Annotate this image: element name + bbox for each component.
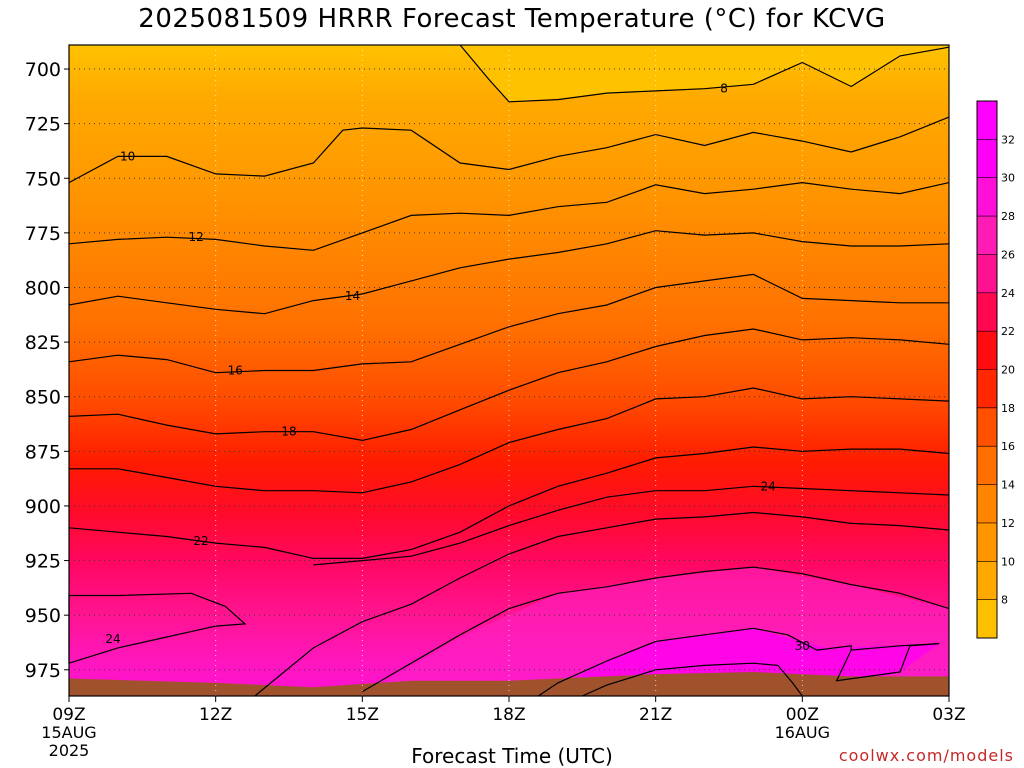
contour-label-12: 12 — [188, 230, 203, 244]
contour-line-20 — [69, 387, 950, 494]
contour-line-32 — [582, 662, 803, 697]
colorbar-label: 32 — [1001, 133, 1015, 146]
colorbar-segment — [977, 101, 997, 140]
x-tick-label: 15Z — [346, 705, 379, 725]
colorbar-label: 24 — [1001, 287, 1015, 300]
contour-line-30 — [537, 627, 940, 697]
contour-label-30: 30 — [795, 639, 810, 653]
colorbar: 8 10 12 14 16 18 20 22 24 26 28 30 32 — [976, 100, 1015, 639]
contour-line-16 — [68, 273, 949, 374]
contour-line-8 — [459, 44, 950, 103]
y-tick-label: 875 — [25, 441, 61, 463]
colorbar-segment — [977, 446, 997, 486]
x-tick-label: 21Z — [639, 705, 672, 725]
colorbar-label: 28 — [1001, 210, 1015, 223]
y-tick-label: 925 — [25, 551, 61, 573]
colorbar-label: 22 — [1001, 325, 1015, 338]
contour-label-8: 8 — [720, 82, 728, 96]
colorbar-label: 10 — [1001, 555, 1015, 568]
colorbar-label: 16 — [1001, 440, 1015, 453]
x-tick-label: 18Z — [492, 705, 525, 725]
contour-line-10 — [68, 116, 950, 184]
x-tick-label: 12Z — [199, 705, 232, 725]
contour-line-24 — [313, 485, 950, 566]
colorbar-label: 18 — [1001, 402, 1015, 415]
contour-line-24 — [68, 592, 247, 664]
x-tick-label: 03Z — [932, 705, 965, 725]
colorbar-segment — [977, 522, 997, 562]
colorbar-segment — [977, 292, 997, 332]
colorbar-segment — [977, 331, 997, 370]
colorbar-label: 30 — [1001, 172, 1015, 185]
x-tick-sublabel: 2025 — [49, 741, 90, 760]
y-tick-label: 975 — [25, 660, 61, 682]
axes: 70072575077580082585087590092595097509Z1… — [25, 44, 966, 760]
contour-line-14 — [68, 230, 950, 315]
y-tick-label: 825 — [25, 332, 61, 354]
cool-region — [460, 45, 949, 102]
colorbar-segment — [977, 484, 997, 524]
colorbar-segment — [977, 139, 997, 179]
contour-line-22 — [68, 446, 950, 559]
chart-title: 2025081509 HRRR Forecast Temperature (°C… — [138, 4, 886, 34]
contour-line-28 — [361, 566, 950, 693]
y-tick-label: 775 — [25, 223, 61, 245]
y-tick-label: 800 — [25, 277, 61, 299]
y-tick-label: 950 — [25, 605, 61, 627]
colorbar-label: 12 — [1001, 517, 1015, 530]
contour-line-18 — [68, 328, 950, 442]
y-tick-label: 725 — [25, 114, 61, 136]
contour-label-24: 24 — [105, 632, 120, 646]
contour-lines: 8 10 12 14 16 18 22 24 24 30 — [68, 44, 950, 697]
colorbar-label: 8 — [1001, 594, 1008, 607]
colorbar-segment — [977, 216, 997, 255]
x-tick-label: 00Z — [786, 705, 819, 725]
colorbar-segment — [977, 561, 997, 601]
x-tick-label: 09Z — [52, 705, 85, 725]
contour-line-26 — [254, 511, 950, 697]
y-tick-label: 700 — [25, 59, 61, 81]
contour-label-24: 24 — [760, 479, 775, 493]
colorbar-segment — [977, 177, 997, 217]
colorbar-segment — [977, 599, 997, 639]
colorbar-segment — [977, 407, 997, 447]
colorbar-label: 20 — [1001, 364, 1015, 377]
contour-label-10: 10 — [120, 149, 135, 163]
x-axis-label: Forecast Time (UTC) — [411, 744, 613, 768]
colorbar-label: 26 — [1001, 248, 1015, 261]
contour-line-12 — [68, 181, 950, 251]
contour-label-18: 18 — [281, 425, 296, 439]
source-credit: coolwx.com/models — [838, 746, 1014, 765]
contour-label-16: 16 — [228, 364, 243, 378]
contour-label-22: 22 — [193, 534, 208, 548]
x-tick-sublabel: 16AUG — [775, 723, 830, 742]
x-tick-sublabel: 15AUG — [41, 723, 96, 742]
y-tick-label: 850 — [25, 387, 61, 409]
contour-label-14: 14 — [345, 289, 360, 303]
colorbar-segment — [977, 369, 997, 409]
y-tick-label: 750 — [25, 168, 61, 190]
colorbar-label: 14 — [1001, 479, 1015, 492]
colorbar-segment — [977, 254, 997, 294]
ground-surface — [69, 671, 949, 696]
y-tick-label: 900 — [25, 496, 61, 518]
